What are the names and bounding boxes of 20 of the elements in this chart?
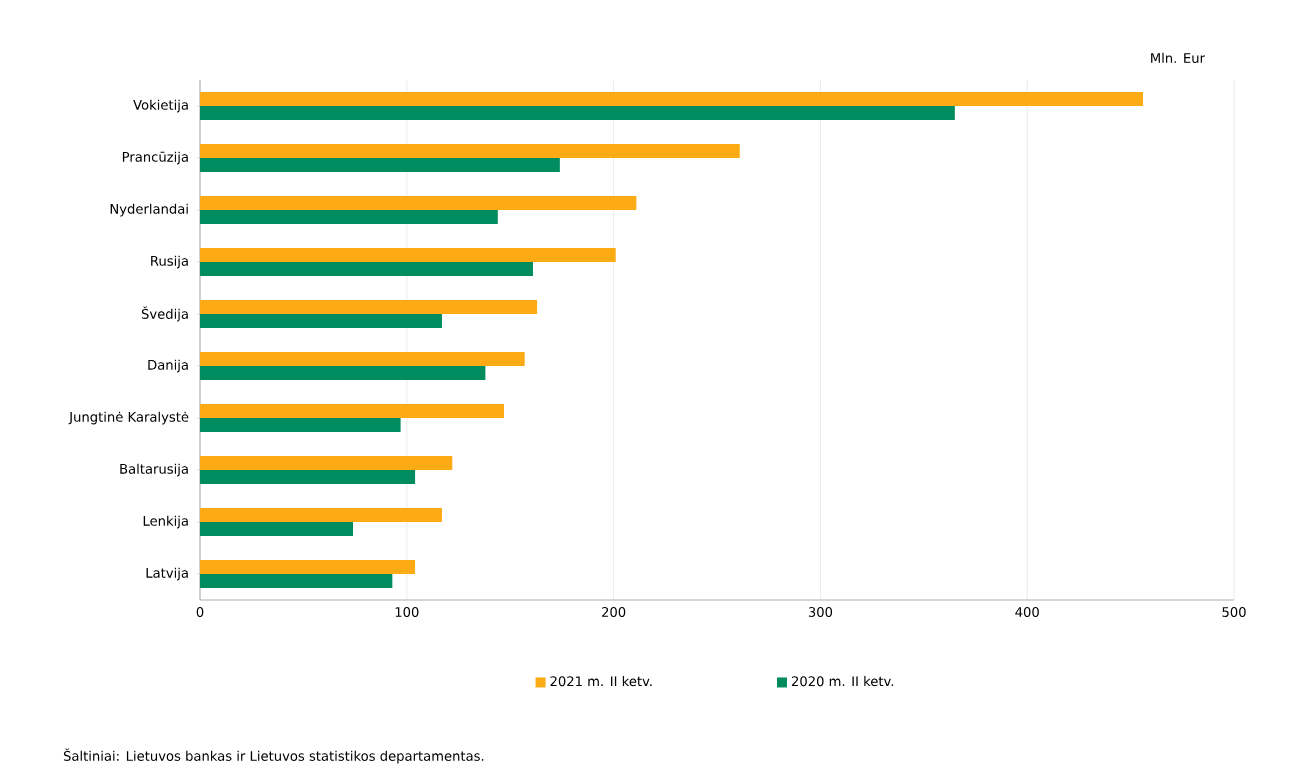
bar	[200, 366, 486, 381]
bar	[200, 456, 453, 471]
bar	[200, 158, 560, 173]
bar	[200, 144, 740, 159]
bar	[200, 352, 525, 367]
bar	[200, 314, 442, 329]
bar	[200, 418, 401, 433]
bar	[200, 210, 498, 225]
bar	[200, 470, 416, 485]
bar	[200, 560, 416, 575]
bar	[200, 92, 1144, 107]
bar	[200, 196, 637, 211]
bar	[200, 522, 354, 537]
bar	[200, 404, 505, 419]
bar	[200, 300, 538, 315]
bar	[200, 508, 442, 523]
bar	[200, 262, 533, 277]
bar	[200, 248, 616, 263]
bar	[200, 574, 393, 589]
bar	[200, 106, 955, 121]
